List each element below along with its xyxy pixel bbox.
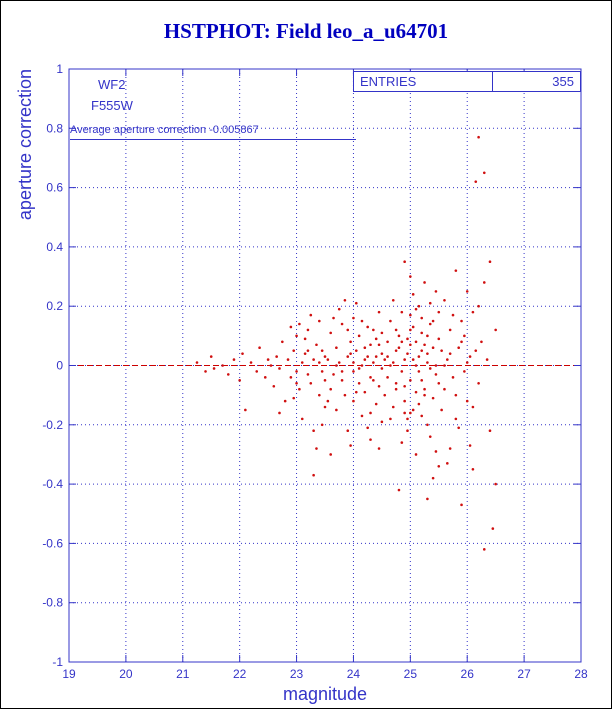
svg-text:19: 19: [62, 667, 76, 681]
camera-label: WF2: [98, 77, 126, 92]
stats-box: ENTRIES 355: [353, 71, 581, 92]
svg-text:0.2: 0.2: [46, 299, 63, 313]
x-axis-label: magnitude: [282, 684, 368, 704]
svg-text:-0.8: -0.8: [42, 596, 63, 610]
svg-text:-0.2: -0.2: [42, 418, 63, 432]
svg-text:0.6: 0.6: [46, 181, 63, 195]
svg-text:21: 21: [176, 667, 190, 681]
svg-text:1: 1: [56, 62, 63, 76]
stats-entries-value: 355: [492, 72, 580, 91]
svg-text:25: 25: [404, 667, 418, 681]
svg-text:-1: -1: [52, 655, 63, 669]
svg-text:26: 26: [461, 667, 475, 681]
svg-text:27: 27: [517, 667, 531, 681]
svg-text:23: 23: [290, 667, 304, 681]
svg-text:0.4: 0.4: [46, 240, 63, 254]
svg-text:22: 22: [233, 667, 247, 681]
svg-text:-0.4: -0.4: [42, 477, 63, 491]
stats-entries-label: ENTRIES: [360, 74, 417, 89]
svg-text:20: 20: [119, 667, 133, 681]
svg-text:28: 28: [574, 667, 588, 681]
average-correction-text: Average aperture correction -0.005867: [70, 124, 356, 140]
filter-label: F555W: [91, 98, 133, 113]
page-title: HSTPHOT: Field leo_a_u64701: [163, 19, 449, 43]
y-axis-label: aperture correction: [15, 69, 35, 221]
svg-text:0: 0: [56, 359, 63, 373]
svg-text:-0.6: -0.6: [42, 536, 63, 550]
svg-text:24: 24: [347, 667, 361, 681]
svg-text:0.8: 0.8: [46, 121, 63, 135]
